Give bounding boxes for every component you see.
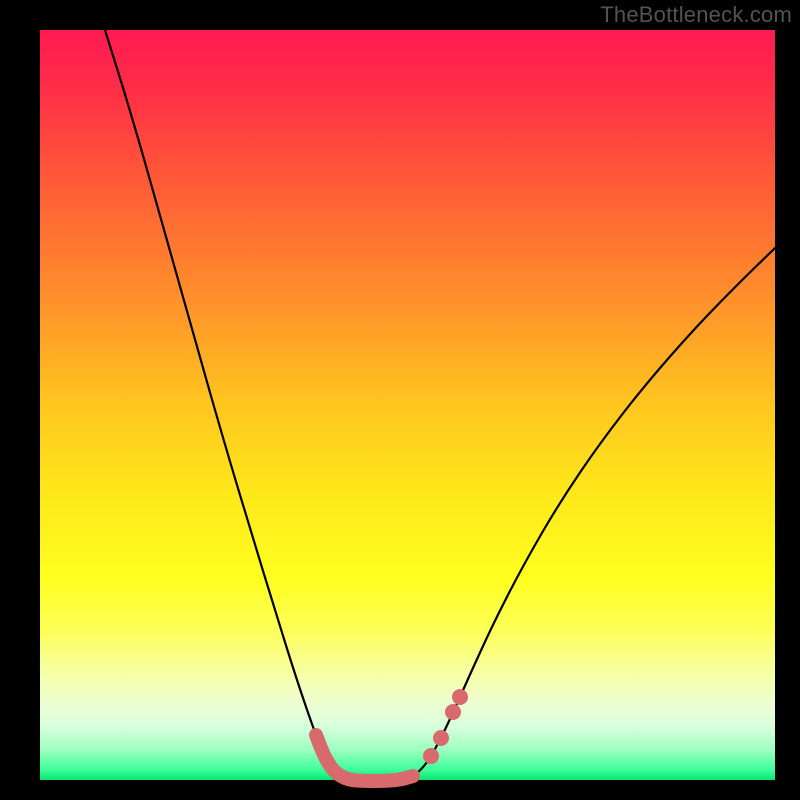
chart-container: TheBottleneck.com: [0, 0, 800, 800]
highlight-dot: [445, 704, 461, 720]
bottleneck-chart: [0, 0, 800, 800]
highlight-dot: [452, 689, 468, 705]
watermark-text: TheBottleneck.com: [600, 2, 792, 28]
plot-background: [40, 30, 775, 780]
highlight-dot: [423, 748, 439, 764]
highlight-dot: [433, 730, 449, 746]
